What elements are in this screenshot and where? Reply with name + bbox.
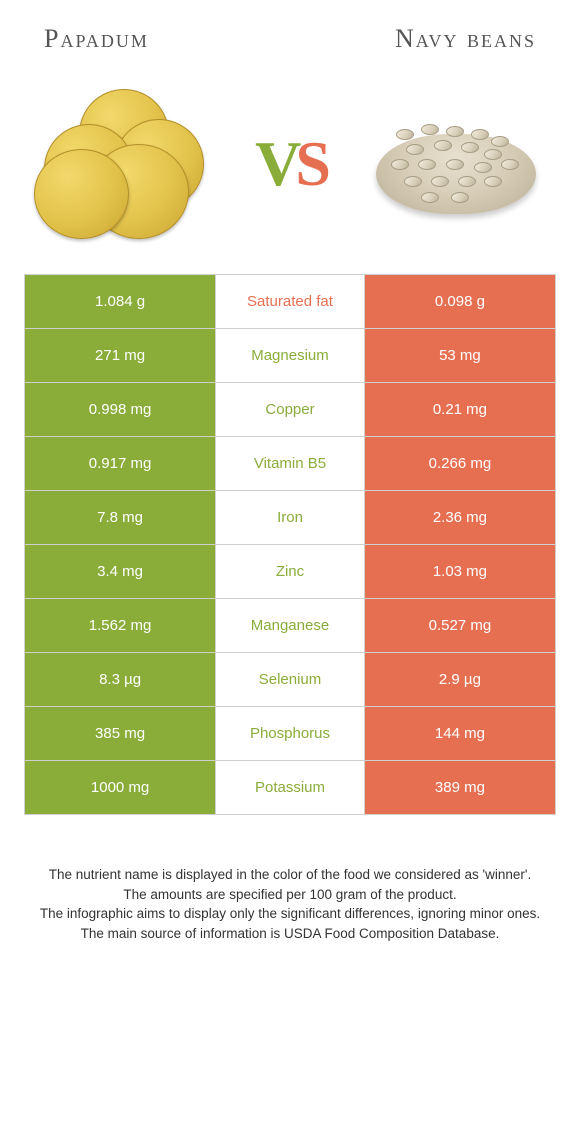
vs-v: V [255,128,295,199]
value-left: 385 mg [25,707,216,761]
value-left: 1000 mg [25,761,216,815]
nutrient-label: Saturated fat [216,275,365,329]
nutrient-label: Magnesium [216,329,365,383]
nutrient-label: Selenium [216,653,365,707]
footer-line: The nutrient name is displayed in the co… [34,865,546,885]
nutrient-label: Manganese [216,599,365,653]
nutrient-label: Vitamin B5 [216,437,365,491]
table-row: 385 mgPhosphorus144 mg [25,707,556,761]
food-title-right: Navy beans [395,24,536,54]
food-title-left: Papadum [44,24,149,54]
value-right: 2.9 µg [364,653,555,707]
value-right: 144 mg [364,707,555,761]
table-row: 1.084 gSaturated fat0.098 g [25,275,556,329]
hero-row: VS [24,64,556,274]
papadum-image [34,84,214,244]
table-row: 1.562 mgManganese0.527 mg [25,599,556,653]
nutrient-table: 1.084 gSaturated fat0.098 g271 mgMagnesi… [24,274,556,815]
header: Papadum Navy beans [24,24,556,64]
nutrient-label: Phosphorus [216,707,365,761]
value-left: 1.084 g [25,275,216,329]
value-right: 2.36 mg [364,491,555,545]
papadum-icon [34,89,214,239]
value-left: 0.998 mg [25,383,216,437]
value-right: 0.527 mg [364,599,555,653]
value-left: 8.3 µg [25,653,216,707]
footer-notes: The nutrient name is displayed in the co… [24,815,556,943]
value-right: 0.21 mg [364,383,555,437]
value-right: 0.266 mg [364,437,555,491]
footer-line: The main source of information is USDA F… [34,924,546,944]
value-left: 1.562 mg [25,599,216,653]
table-row: 3.4 mgZinc1.03 mg [25,545,556,599]
table-row: 8.3 µgSelenium2.9 µg [25,653,556,707]
table-row: 0.998 mgCopper0.21 mg [25,383,556,437]
value-right: 53 mg [364,329,555,383]
table-row: 1000 mgPotassium389 mg [25,761,556,815]
vs-label: VS [255,127,325,201]
value-right: 0.098 g [364,275,555,329]
beans-icon [366,104,546,224]
nutrient-label: Potassium [216,761,365,815]
value-right: 389 mg [364,761,555,815]
value-left: 0.917 mg [25,437,216,491]
table-row: 0.917 mgVitamin B50.266 mg [25,437,556,491]
value-left: 7.8 mg [25,491,216,545]
footer-line: The infographic aims to display only the… [34,904,546,924]
value-right: 1.03 mg [364,545,555,599]
vs-s: S [295,128,325,199]
infographic-container: Papadum Navy beans VS [0,0,580,967]
footer-line: The amounts are specified per 100 gram o… [34,885,546,905]
navy-beans-image [366,84,546,244]
nutrient-label: Copper [216,383,365,437]
value-left: 3.4 mg [25,545,216,599]
nutrient-label: Zinc [216,545,365,599]
table-row: 271 mgMagnesium53 mg [25,329,556,383]
value-left: 271 mg [25,329,216,383]
nutrient-label: Iron [216,491,365,545]
table-row: 7.8 mgIron2.36 mg [25,491,556,545]
